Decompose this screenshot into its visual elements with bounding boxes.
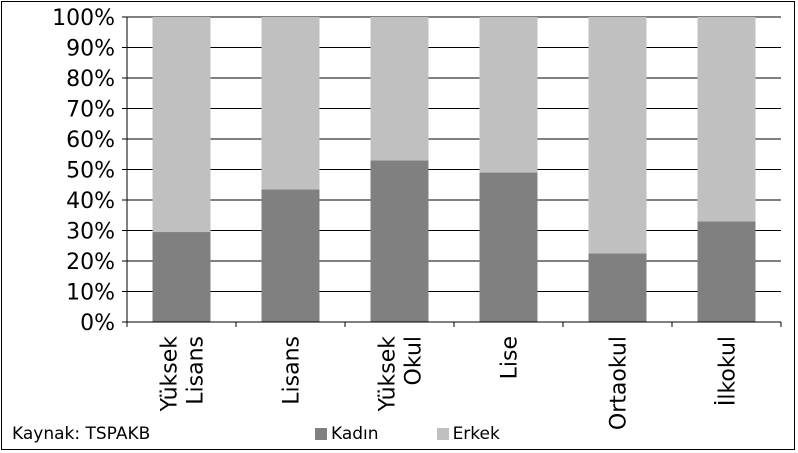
y-tick-label: 60% — [66, 128, 115, 153]
bar-segment-erkek — [152, 17, 211, 233]
legend-item-erkek: Erkek — [436, 424, 500, 444]
y-tick-label: 90% — [66, 37, 115, 62]
bar-segment-kadin — [370, 160, 429, 322]
y-tick-label: 80% — [66, 67, 115, 92]
legend-label-erkek: Erkek — [452, 424, 500, 444]
bar-segment-erkek — [261, 17, 320, 190]
legend: Kadın Erkek — [315, 424, 558, 444]
x-category-label: Ortaokul — [607, 336, 632, 430]
axes — [122, 16, 782, 327]
y-tick-label: 0% — [80, 311, 115, 336]
x-category-label: YüksekLisans — [158, 336, 209, 413]
bar-segment-kadin — [588, 253, 647, 322]
bar-segment-erkek — [697, 17, 756, 222]
bar-segment-erkek — [370, 17, 429, 161]
bar-segment-kadin — [697, 221, 756, 322]
bars — [152, 17, 756, 322]
legend-item-kadin: Kadın — [315, 424, 379, 444]
x-category-labels: YüksekLisans Lisans YüksekOkul Lise Ortaokul… — [158, 336, 741, 430]
y-tick-label: 70% — [66, 98, 115, 123]
bar-segment-kadin — [261, 189, 320, 322]
y-tick-labels: 0% 10% 20% 30% 40% 50% 60% 70% 80% 90% 100% — [52, 6, 115, 336]
y-tick-label: 40% — [66, 189, 115, 214]
x-category-label: YüksekOkul — [376, 336, 427, 413]
y-tick-label: 30% — [66, 220, 115, 245]
y-tick-label: 10% — [66, 281, 115, 306]
y-tick-label: 20% — [66, 250, 115, 275]
bar-segment-erkek — [588, 17, 647, 254]
source-note: Kaynak: TSPAKB — [12, 424, 151, 444]
bar-segment-kadin — [479, 172, 538, 322]
x-category-label: Lisans — [280, 336, 305, 405]
gridlines — [127, 16, 781, 292]
x-category-label: Lise — [498, 336, 523, 379]
legend-label-kadin: Kadın — [331, 424, 379, 444]
bar-segment-kadin — [152, 232, 211, 322]
bar-segment-erkek — [479, 17, 538, 173]
y-tick-label: 50% — [66, 159, 115, 184]
legend-swatch-erkek — [436, 428, 449, 440]
x-category-label: İlkokul — [715, 336, 741, 406]
legend-swatch-kadin — [315, 428, 327, 440]
y-tick-label: 100% — [52, 6, 115, 31]
